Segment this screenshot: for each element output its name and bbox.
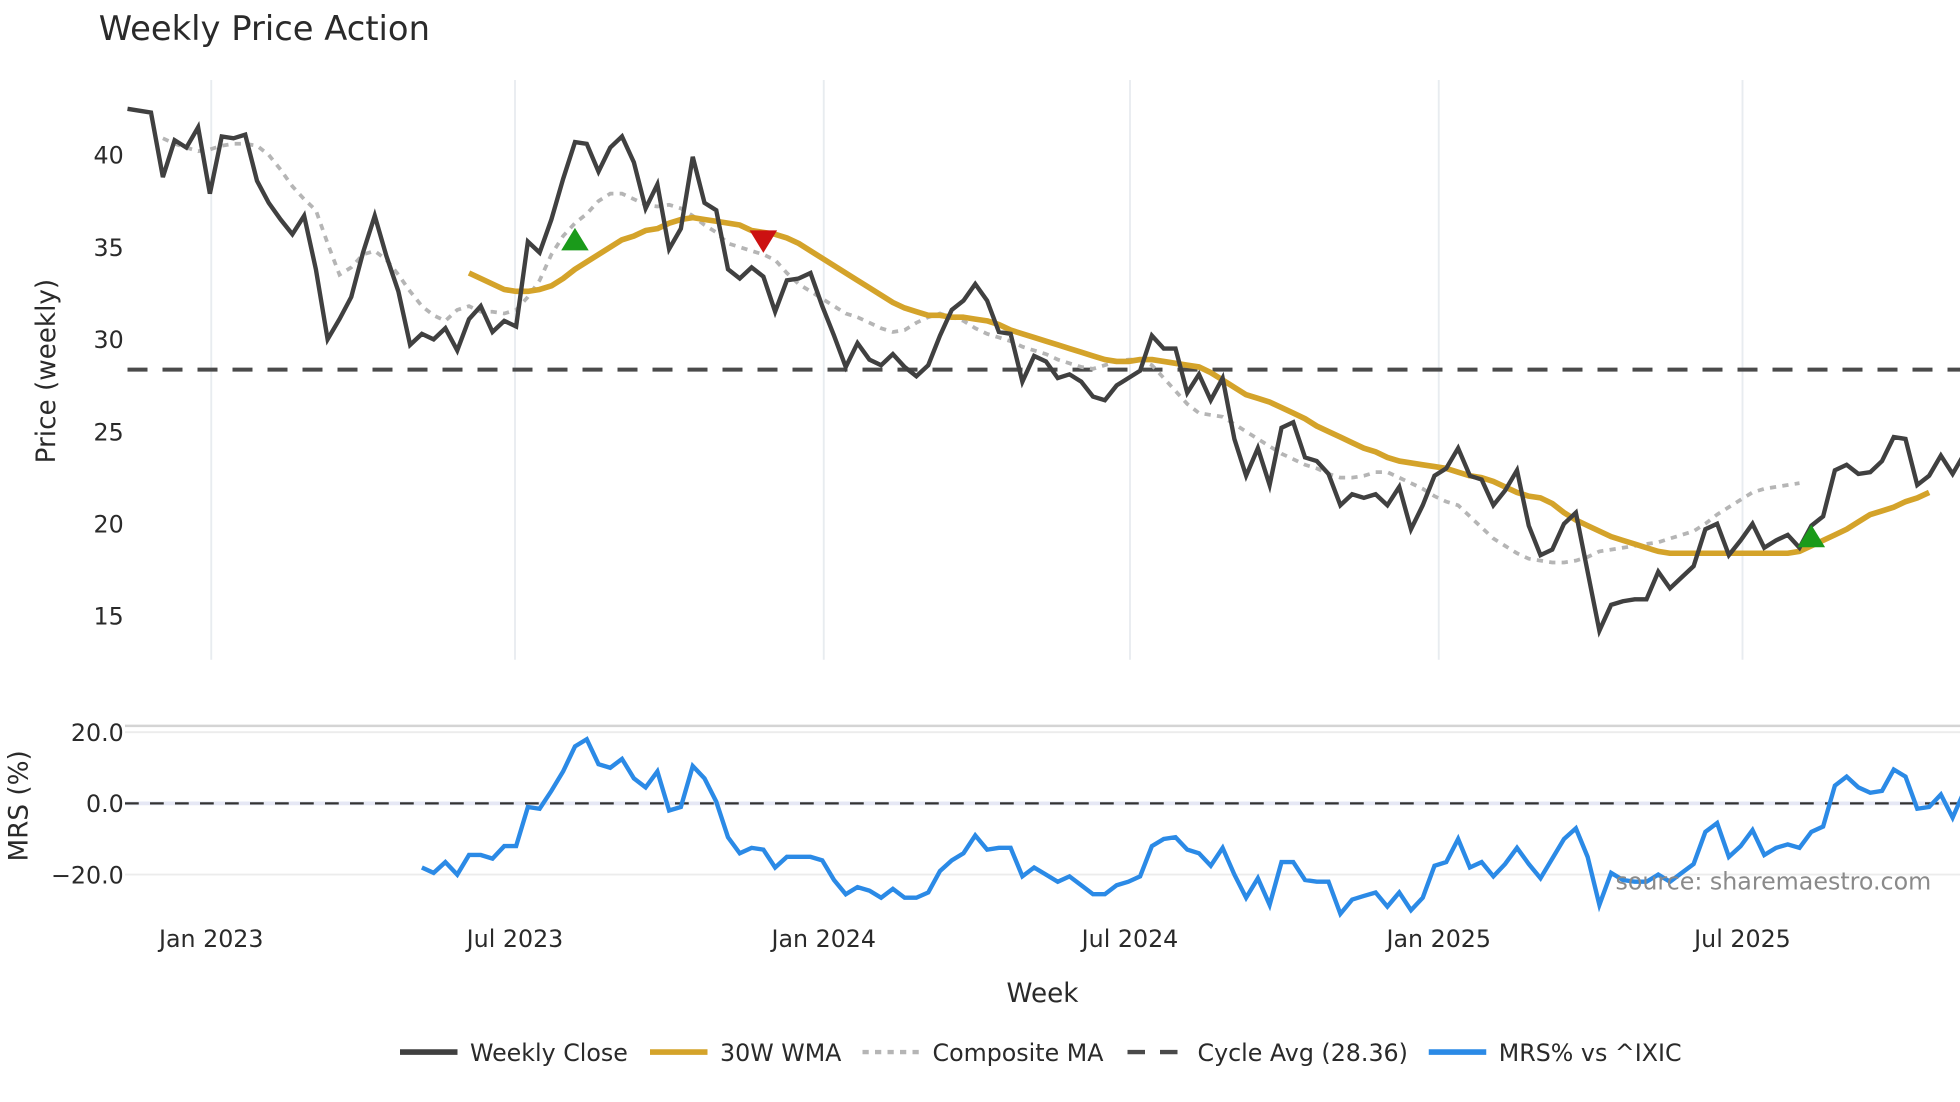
- price-y-axis-label: Price (weekly): [32, 279, 62, 464]
- x-tick-label: Jul 2024: [1080, 925, 1179, 953]
- legend: Weekly Close 30W WMA Composite MA Cycle Avg…: [400, 1039, 1682, 1067]
- watermark: source: sharemaestro.com: [1616, 868, 1932, 896]
- y-tick-label: 25: [94, 418, 124, 446]
- x-tick-label: Jul 2023: [465, 925, 564, 953]
- legend-label: Composite MA: [933, 1039, 1105, 1067]
- mrs-plot-area: [420, 736, 1960, 919]
- y-tick-label: 35: [94, 234, 124, 262]
- legend-item: 30W WMA: [650, 1039, 842, 1067]
- chart-title: Weekly Price Action: [99, 9, 430, 48]
- sell-signal-icon: [749, 230, 778, 253]
- legend-item: Cycle Avg (28.36): [1127, 1039, 1408, 1067]
- x-axis-ticks: Jan 2023 Jul 2023 Jan 2024 Jul 2024 Jan 2025…: [157, 925, 1791, 953]
- legend-item: Composite MA: [862, 1039, 1105, 1067]
- x-tick-label: Jan 2024: [769, 925, 876, 953]
- x-tick-label: Jan 2025: [1384, 925, 1491, 953]
- legend-item: Weekly Close: [400, 1039, 628, 1067]
- wma-30w-line: [467, 214, 1931, 557]
- y-tick-label: 15: [94, 603, 124, 631]
- legend-label: MRS% vs ^IXIC: [1499, 1039, 1682, 1067]
- signal-markers: [561, 227, 1826, 548]
- x-axis-label: Week: [1007, 979, 1080, 1009]
- mrs-y-axis-ticks: 20.0 0.0 −20.0: [51, 719, 124, 889]
- legend-item: MRS% vs ^IXIC: [1428, 1039, 1682, 1067]
- x-tick-label: Jan 2023: [157, 925, 264, 953]
- y-tick-label: 40: [94, 142, 124, 170]
- mrs-y-tick-label: −20.0: [51, 861, 124, 889]
- x-tick-label: Jul 2025: [1692, 925, 1791, 953]
- price-plot-area: [127, 106, 1960, 638]
- legend-label: 30W WMA: [720, 1039, 842, 1067]
- mrs-y-tick-label: 20.0: [71, 719, 124, 747]
- y-tick-label: 30: [94, 326, 124, 354]
- mrs-gridlines: [125, 731, 1960, 876]
- mrs-y-tick-label: 0.0: [86, 790, 124, 818]
- weekly-close-line: [127, 106, 1960, 638]
- legend-label: Weekly Close: [470, 1039, 628, 1067]
- mrs-line: [420, 736, 1960, 919]
- mrs-y-axis-label: MRS (%): [4, 750, 34, 861]
- price-y-axis-ticks: 15 20 25 30 35 40: [94, 142, 124, 631]
- y-tick-label: 20: [94, 511, 124, 539]
- buy-signal-icon: [561, 227, 589, 251]
- legend-label: Cycle Avg (28.36): [1198, 1039, 1408, 1067]
- buy-signal-icon: [1797, 524, 1826, 548]
- composite-ma-line: [162, 136, 1800, 565]
